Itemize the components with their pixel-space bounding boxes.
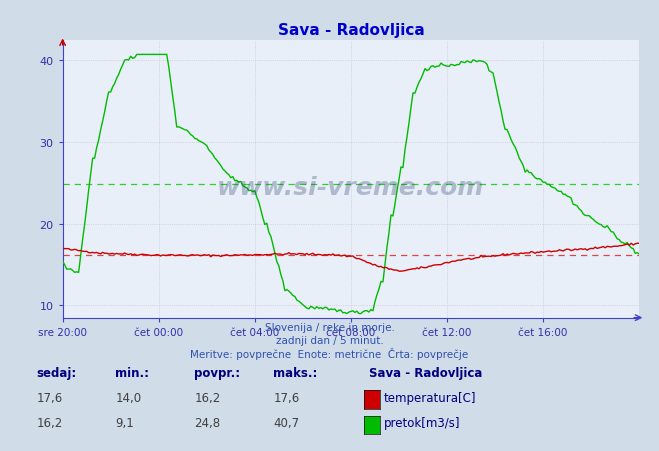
- Text: 14,0: 14,0: [115, 391, 142, 405]
- Title: Sava - Radovljica: Sava - Radovljica: [277, 23, 424, 38]
- Text: 24,8: 24,8: [194, 416, 221, 429]
- Text: www.si-vreme.com: www.si-vreme.com: [217, 175, 484, 199]
- Text: 16,2: 16,2: [194, 391, 221, 405]
- Text: 16,2: 16,2: [36, 416, 63, 429]
- Text: temperatura[C]: temperatura[C]: [384, 391, 476, 405]
- Text: Sava - Radovljica: Sava - Radovljica: [369, 367, 482, 380]
- Text: 9,1: 9,1: [115, 416, 134, 429]
- Text: 17,6: 17,6: [36, 391, 63, 405]
- Text: 40,7: 40,7: [273, 416, 300, 429]
- Text: Meritve: povprečne  Enote: metrične  Črta: povprečje: Meritve: povprečne Enote: metrične Črta:…: [190, 347, 469, 359]
- Text: 17,6: 17,6: [273, 391, 300, 405]
- Text: sedaj:: sedaj:: [36, 367, 76, 380]
- Text: zadnji dan / 5 minut.: zadnji dan / 5 minut.: [275, 336, 384, 345]
- Text: povpr.:: povpr.:: [194, 367, 241, 380]
- Text: Slovenija / reke in morje.: Slovenija / reke in morje.: [264, 322, 395, 332]
- Text: pretok[m3/s]: pretok[m3/s]: [384, 416, 460, 429]
- Text: min.:: min.:: [115, 367, 150, 380]
- Text: maks.:: maks.:: [273, 367, 318, 380]
